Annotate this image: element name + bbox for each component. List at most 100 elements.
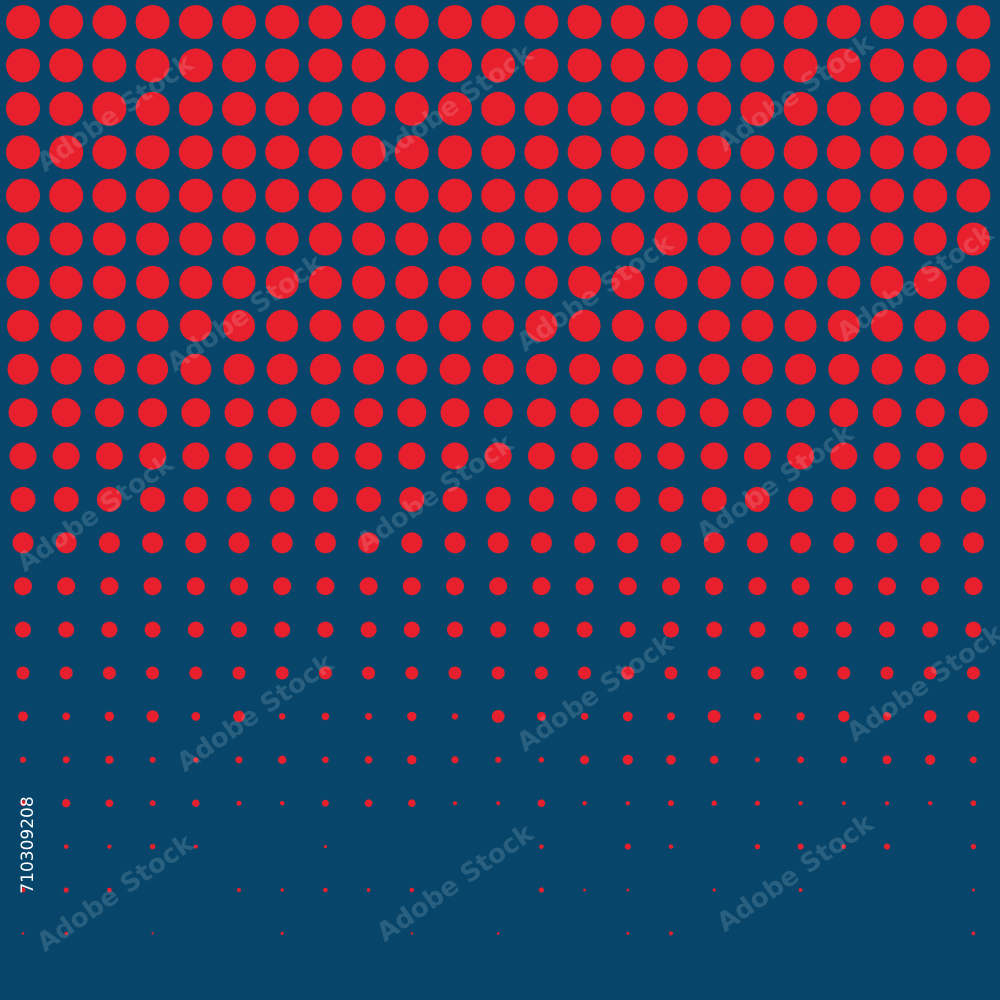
dot (786, 398, 816, 428)
dot (265, 91, 300, 126)
dot (15, 621, 31, 638)
dot (664, 666, 678, 680)
dot (524, 5, 559, 39)
dot (53, 486, 79, 512)
dot (496, 801, 501, 806)
dot (569, 353, 601, 385)
dot (178, 178, 213, 213)
dot (446, 577, 464, 596)
dot (957, 309, 990, 342)
dot (351, 91, 386, 126)
dot (265, 5, 300, 39)
dot (146, 666, 160, 680)
dot (93, 309, 126, 342)
dot (55, 532, 77, 554)
dot (740, 5, 775, 39)
dot (396, 353, 428, 385)
dot (62, 712, 71, 721)
dot (95, 442, 123, 470)
dot (917, 486, 943, 512)
dot (578, 666, 592, 680)
dot (490, 621, 507, 638)
dot (8, 398, 38, 428)
dot (265, 265, 299, 299)
dot (308, 48, 343, 83)
dot (697, 48, 732, 83)
dot (790, 532, 812, 554)
dot (921, 577, 940, 596)
dot (626, 888, 630, 892)
dot (880, 666, 894, 680)
dot (178, 5, 213, 39)
dot (611, 265, 645, 299)
dot (567, 5, 602, 39)
dot (223, 353, 255, 385)
dot (192, 799, 200, 807)
dot (785, 353, 817, 385)
dot (956, 178, 991, 213)
dot (956, 48, 991, 83)
dot (151, 932, 154, 935)
dot (883, 843, 891, 850)
dot (102, 666, 116, 680)
dot (322, 756, 329, 764)
dot (879, 621, 895, 638)
dot (754, 843, 761, 850)
dot (364, 756, 373, 764)
dot (222, 135, 256, 170)
dot (567, 48, 602, 83)
dot (741, 309, 774, 342)
dot (186, 577, 205, 596)
dot (451, 756, 459, 764)
dot (20, 800, 26, 807)
dot (788, 486, 814, 512)
dot (237, 888, 241, 892)
dot (271, 532, 293, 554)
dot (971, 931, 976, 936)
dot (135, 5, 170, 39)
dot (49, 48, 84, 83)
dot (92, 265, 126, 299)
dot (191, 711, 201, 721)
dot (311, 442, 339, 470)
dot (698, 353, 730, 385)
dot (135, 135, 170, 170)
dot (783, 178, 818, 213)
dot (928, 801, 933, 806)
dot-pattern (6, 5, 991, 936)
dot (530, 532, 552, 554)
dot (568, 222, 602, 256)
dot (321, 712, 330, 721)
dot (58, 621, 75, 638)
dot (410, 932, 414, 935)
dot (707, 709, 721, 723)
dot (185, 532, 207, 554)
dot (100, 577, 119, 596)
dot (483, 398, 513, 428)
dot (280, 888, 284, 892)
dot (538, 757, 545, 763)
dot (525, 309, 558, 342)
dot (64, 931, 68, 936)
dot (491, 710, 505, 723)
dot (481, 135, 516, 170)
dot (10, 486, 36, 512)
dot (574, 532, 596, 554)
dot (140, 486, 166, 512)
dot (829, 398, 859, 428)
dot (105, 799, 114, 808)
dot (870, 91, 904, 126)
dot (870, 5, 904, 39)
dot (49, 265, 83, 299)
dot (360, 621, 377, 638)
dot (224, 398, 254, 428)
dot (964, 577, 983, 596)
dot (580, 712, 589, 721)
dot (323, 887, 328, 893)
dot (182, 442, 210, 470)
dot (699, 398, 729, 428)
dot (20, 887, 26, 893)
dot (491, 666, 505, 680)
